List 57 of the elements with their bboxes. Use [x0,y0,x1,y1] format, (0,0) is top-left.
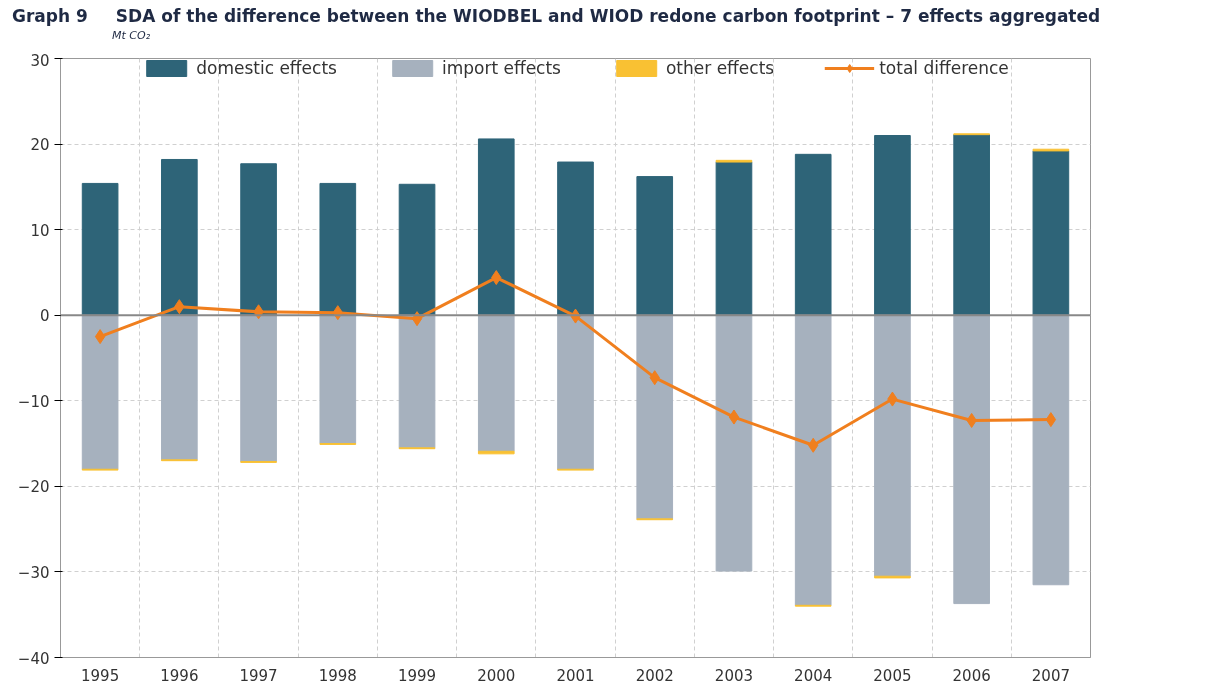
y-tick-label: −20 [17,478,50,497]
bar [81,314,119,470]
bar [557,314,594,470]
bar [81,182,119,316]
y-tick-label: 10 [30,221,50,240]
y-tick-label: −10 [17,392,50,411]
legend-label: other effects [665,58,775,78]
bar [794,153,832,316]
bar [953,314,990,605]
bar [874,135,911,316]
bar [477,138,515,316]
x-tick-label: 2000 [477,666,516,685]
chart-title: SDA of the difference between the WIODBEL and WIOD redone carbon footprint – 7 effects aggregated [115,6,1101,26]
x-tick-label: 1996 [160,666,199,685]
x-tick-label: 2001 [556,666,595,685]
x-tick-label: 1997 [239,666,278,685]
bar [1032,150,1070,316]
bar [240,163,277,316]
chart-subtitle: Mt CO₂ [112,28,152,44]
point [94,329,106,345]
bar [636,176,674,316]
bar [161,314,198,461]
point [1045,412,1057,428]
bar [398,314,436,449]
y-tick-label: 0 [39,307,50,326]
x-tick-label: 2007 [1031,666,1070,685]
y-tick-label: −40 [17,649,50,668]
point [411,311,423,327]
x-tick-label: 1995 [81,666,120,685]
bar [1032,314,1070,586]
x-tick-label: 1998 [318,666,357,685]
bar [319,314,357,445]
y-tick-label: 30 [30,51,50,70]
x-tick-label: 2006 [952,666,991,685]
bar [557,161,594,316]
point [728,409,740,425]
legend-label: domestic effects [196,58,337,78]
y-tick-label: −30 [17,563,50,582]
x-tick-label: 2002 [635,666,674,685]
bar [161,158,198,316]
bar [874,314,911,577]
x-tick-label: 1999 [397,666,437,685]
caption: Graph 9 [12,6,88,26]
bar [953,134,990,316]
x-tick-label: 2005 [873,666,912,685]
bar [240,314,277,463]
bar [715,161,753,316]
x-tick-label: 2004 [794,666,833,685]
x-tick-label: 2003 [714,666,754,685]
y-tick-label: 20 [30,136,50,155]
legend-label: total difference [879,58,1009,78]
bar [794,314,832,606]
bar [636,314,674,520]
bar [715,314,753,572]
bar [398,183,436,316]
legend-label: import effects [441,58,561,78]
bar [477,314,515,452]
